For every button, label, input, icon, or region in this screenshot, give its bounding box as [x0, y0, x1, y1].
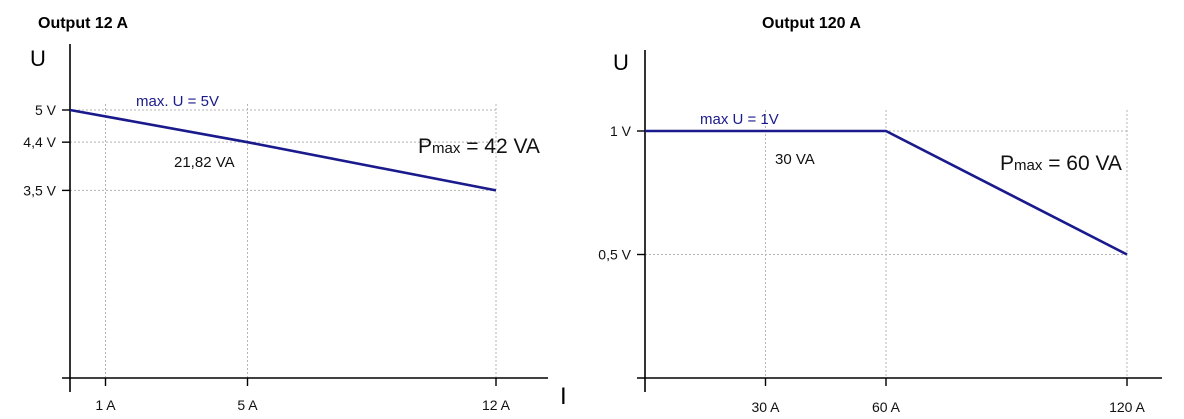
y-tick-label: 3,5 V [23, 182, 56, 198]
x-tick-label: 30 A [751, 399, 780, 414]
series-line [645, 129, 1128, 256]
power-subscript: max [432, 140, 461, 157]
x-tick-label: 120 A [1109, 399, 1145, 414]
power-value: = 42 VA [460, 135, 540, 158]
y-tick-label: 1 V [610, 123, 632, 139]
line-annotation: max. U = 5V [136, 93, 219, 110]
series-layer [645, 129, 1128, 256]
chart-title: Output 12 A [38, 15, 129, 32]
point-annotation: 21,82 VA [174, 154, 235, 171]
x-tick-label: 1 A [95, 397, 116, 413]
power-prefix: P [1000, 152, 1014, 175]
grid-lines [645, 110, 1128, 378]
power-subscript: max [1014, 157, 1043, 174]
point-annotation: 30 VA [775, 151, 815, 168]
grid-lines [70, 104, 497, 378]
power-prefix: P [418, 135, 432, 158]
series-layer [69, 108, 497, 192]
y-tick-label: 0,5 V [598, 247, 631, 263]
line-annotation: max U = 1V [700, 111, 779, 128]
x-tick-label: 5 A [237, 397, 258, 413]
x-tick-label: 60 A [872, 399, 901, 414]
y-axis-label: U [613, 50, 629, 75]
y-tick-label: 5 V [35, 102, 57, 118]
y-tick-label: 4,4 V [23, 134, 56, 150]
x-axis-label: I [560, 383, 567, 410]
chart-title: Output 120 A [762, 15, 861, 32]
tick-marks: 5 V 4,4 V 3,5 V 1 A 5 A 12 A [23, 102, 510, 413]
y-axis-label: U [30, 46, 46, 71]
power-annotation: Pmax = 42 VA [418, 135, 540, 158]
series-line [69, 108, 497, 192]
power-value: = 60 VA [1042, 152, 1122, 175]
x-tick-label: 12 A [482, 397, 511, 413]
tick-marks: 1 V 0,5 V 30 A 60 A 120 A [598, 123, 1145, 415]
power-annotation: Pmax = 60 VA [1000, 152, 1122, 175]
chart-output-120a: Output 120 A U 1 V 0,5 V 30 A 60 A 120 A max… [598, 15, 1162, 415]
